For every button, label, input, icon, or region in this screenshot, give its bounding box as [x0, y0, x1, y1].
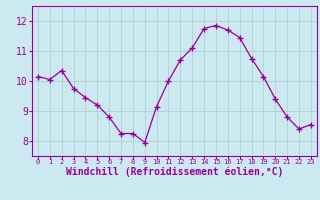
X-axis label: Windchill (Refroidissement éolien,°C): Windchill (Refroidissement éolien,°C)	[66, 166, 283, 177]
